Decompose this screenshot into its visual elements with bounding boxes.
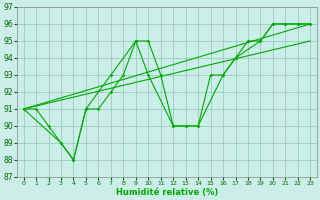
X-axis label: Humidité relative (%): Humidité relative (%) (116, 188, 218, 197)
